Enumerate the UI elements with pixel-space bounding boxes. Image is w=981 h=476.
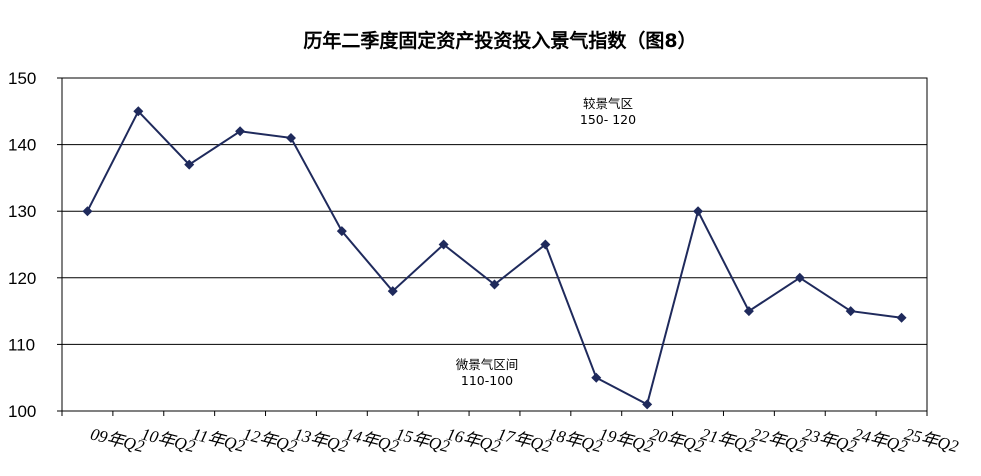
x-tick-label: 20年Q2 <box>648 424 706 456</box>
plot-area-frame <box>61 77 928 412</box>
y-tick-label: 130 <box>8 202 36 221</box>
y-tick-label: 120 <box>8 269 36 288</box>
x-tick-label: 16年Q2 <box>445 424 503 456</box>
y-tick-label: 100 <box>8 402 36 421</box>
data-point-marker <box>82 206 93 217</box>
data-point-marker <box>336 226 347 237</box>
data-point-marker <box>285 132 296 143</box>
x-tick-label: 15年Q2 <box>394 424 452 456</box>
annotation-upper-line2: 150- 120 <box>580 112 636 127</box>
data-point-marker <box>387 286 398 297</box>
data-point-marker <box>235 126 246 137</box>
data-point-marker <box>642 399 653 410</box>
y-axis-ticks: 100 110 120 130 140 150 <box>8 69 62 421</box>
x-tick-label: 21年Q2 <box>699 424 757 456</box>
data-point-marker <box>845 306 856 317</box>
x-tick-label: 19年Q2 <box>597 424 655 456</box>
data-point-marker <box>184 159 195 170</box>
x-tick-label: 24年Q2 <box>852 424 910 456</box>
annotation-upper-line1: 较景气区 <box>583 96 633 111</box>
x-tick-label: 13年Q2 <box>292 424 350 456</box>
annotation-lower-line2: 110-100 <box>461 373 513 388</box>
series-line-group <box>82 106 907 410</box>
x-tick-label: 14年Q2 <box>343 424 401 456</box>
x-tick-label: 11年Q2 <box>190 424 247 456</box>
y-tick-label: 110 <box>8 335 35 354</box>
x-tick-label: 10年Q2 <box>139 424 197 456</box>
data-point-marker <box>693 206 704 217</box>
x-axis-ticks: 09年Q210年Q211年Q212年Q213年Q214年Q215年Q216年Q2… <box>61 411 961 456</box>
x-tick-label: 09年Q2 <box>88 424 146 456</box>
annotation-lower-line1: 微景气区间 <box>456 357 519 372</box>
x-tick-label: 23年Q2 <box>801 424 859 456</box>
chart-title: 历年二季度固定资产投资投入景气指数（图8） <box>303 29 696 52</box>
data-point-marker <box>896 312 907 323</box>
data-point-marker <box>438 239 449 250</box>
y-tick-label: 150 <box>8 69 36 88</box>
data-point-marker <box>489 279 500 290</box>
data-point-marker <box>743 306 754 317</box>
gridlines <box>62 144 927 345</box>
data-point-marker <box>794 272 805 283</box>
y-tick-label: 140 <box>8 136 36 155</box>
x-tick-label: 18年Q2 <box>546 424 604 456</box>
data-point-marker <box>540 239 551 250</box>
x-tick-label: 22年Q2 <box>750 424 808 456</box>
x-tick-label: 17年Q2 <box>496 424 554 456</box>
x-tick-label: 25年Q2 <box>903 424 961 456</box>
data-point-marker <box>133 106 144 117</box>
data-point-marker <box>591 372 602 383</box>
x-tick-label: 12年Q2 <box>241 424 299 456</box>
